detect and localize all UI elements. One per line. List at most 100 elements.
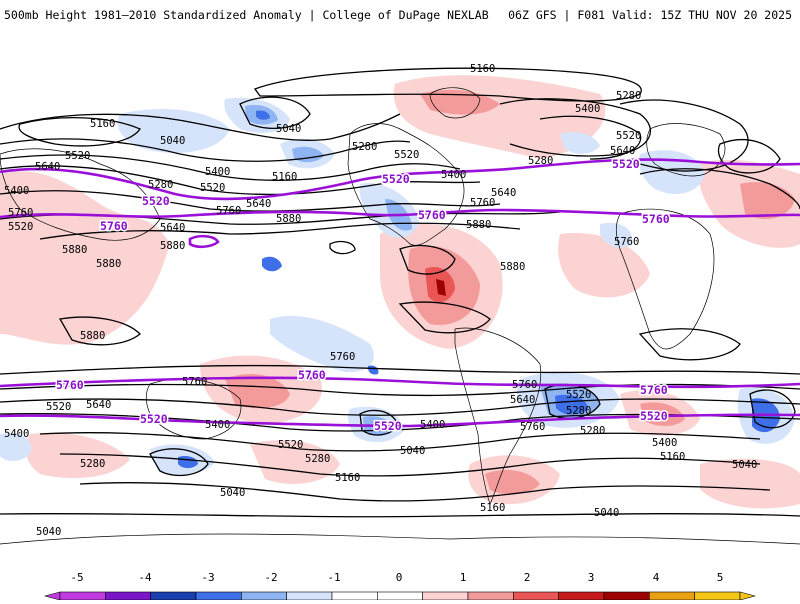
colorbar-tick-label: -3 [201,571,214,584]
contour-label: 5400 [4,428,29,440]
colorbar-swatch [195,591,242,601]
contour-label: 5280 [580,425,605,437]
contour-label: 5160 [480,502,505,514]
contour-5520-eur [619,99,749,172]
colorbar-tick-label: 5 [717,571,724,584]
colorbar-swatch [241,591,287,601]
contour-label: 5520 [46,401,71,413]
contour-5160-arctic [253,67,642,102]
coastline-south-america [454,327,542,505]
contour-5640-sh [0,383,800,397]
contour-label: 5640 [160,222,185,234]
contour-label: 5520 [566,389,591,401]
purple-contour-label: 5760 [100,219,128,233]
colorbar-right-arrow [739,591,757,601]
colorbar-tick-label: -1 [327,571,340,584]
coastline-africa [615,208,715,350]
colorbar-swatch [603,591,650,601]
contour-5040-pac [18,117,141,147]
map-canvas: 5160 5400 5280 5520 5160 5040 5040 5520 … [0,34,800,566]
positive-anomaly-region [225,374,290,409]
contour-5160-sh [59,453,761,477]
contour-label: 5160 [90,118,115,130]
contour-5160-pac [0,113,401,141]
map: 5160 5400 5280 5520 5160 5040 5040 5520 … [0,34,800,566]
contour-label: 5760 [614,236,639,248]
contour-5040-sh [79,482,771,502]
contour-5520-sh [0,398,800,416]
colorbar-swatch [59,591,106,601]
contour-5280-pac [0,138,411,162]
map-title: 500mb Height 1981–2010 Standardized Anom… [4,8,489,22]
positive-anomaly-region [250,440,340,484]
contour-5880-nh [39,222,521,240]
colorbar-swatch [331,591,378,601]
coastline-europe [646,123,726,177]
positive-anomaly-region [25,432,130,479]
colorbar-tick-label: 1 [460,571,467,584]
contour-label: 5400 [205,166,230,178]
colorbar-swatch [286,591,333,601]
colorbar-tick-label: -2 [264,571,277,584]
purple-contour-label: 5520 [140,412,168,426]
colorbar-swatch [649,591,695,601]
contour-5280-eur [499,98,652,157]
contour-label: 5280 [528,155,553,167]
contour-label: 5520 [8,221,33,233]
colorbar-swatch [513,591,559,601]
contour-5400-pac [0,154,461,181]
contour-label: 5160 [272,171,297,183]
colorbar-swatch [422,591,469,601]
purple-contour-label: 5760 [56,378,84,392]
purple-contour-label: 5760 [298,368,326,382]
negative-anomaly-region [555,394,588,415]
colorbar-tick-labels: -5 -4 -3 -2 -1 0 1 2 3 4 5 [70,571,723,584]
contour-label: 5760 [216,205,241,217]
contour-label: 5640 [510,394,535,406]
contour-label: 5760 [330,351,355,363]
contour-label: 5400 [652,437,677,449]
contour-5280-sh [39,432,761,452]
colorbar-swatch [105,591,151,601]
colorbar-tick-label: 2 [524,571,531,584]
coastline-greenland [429,87,481,119]
colorbar-tick-label: 0 [396,571,403,584]
purple-contour-label: 5760 [640,383,668,397]
contour-label: 5400 [420,419,445,431]
purple-contour-label: 5760 [642,212,670,226]
contour-label: 5880 [80,330,105,342]
contour-5520-pac [0,165,481,196]
contour-label: 5520 [65,150,90,162]
contour-5760-sh [0,364,800,375]
contour-label: 5760 [8,207,33,219]
contour-label: 5640 [86,399,111,411]
highlight-labels: 5520 5520 5520 5760 5760 5760 5760 5760 … [55,156,672,435]
purple-contour-label: 5520 [374,419,402,433]
contour-label: 5400 [575,103,600,115]
purple-5520-nh [0,158,800,201]
contour-5880-sa [398,301,491,334]
contour-label: 5760 [512,379,537,391]
contour-5040-ak [239,96,311,129]
contour-5880-gulf [399,245,456,275]
contour-label: 5880 [62,244,87,256]
purple-contour-label: 5520 [142,194,170,208]
coastline-australia [145,378,242,440]
colorbar-canvas: -5 -4 -3 -2 -1 0 1 2 3 4 5 [43,571,757,601]
contour-label: 5640 [246,198,271,210]
contour-label: 5280 [305,453,330,465]
contour-5280-hc [717,139,781,174]
contour-label: 5880 [466,219,491,231]
contour-label: 5760 [182,376,207,388]
contour-label: 5160 [470,63,495,75]
contour-label: 5640 [491,187,516,199]
purple-contour-label: 5520 [640,409,668,423]
contour-5040-low [149,448,209,477]
contour-5040-low2 [749,389,796,429]
contour-label: 5040 [276,123,301,135]
contour-label: 5880 [500,261,525,273]
purple-contour-label: 5520 [382,172,410,186]
coastlines [0,87,800,545]
contour-label: 5040 [36,526,61,538]
contour-label: 5400 [205,419,230,431]
